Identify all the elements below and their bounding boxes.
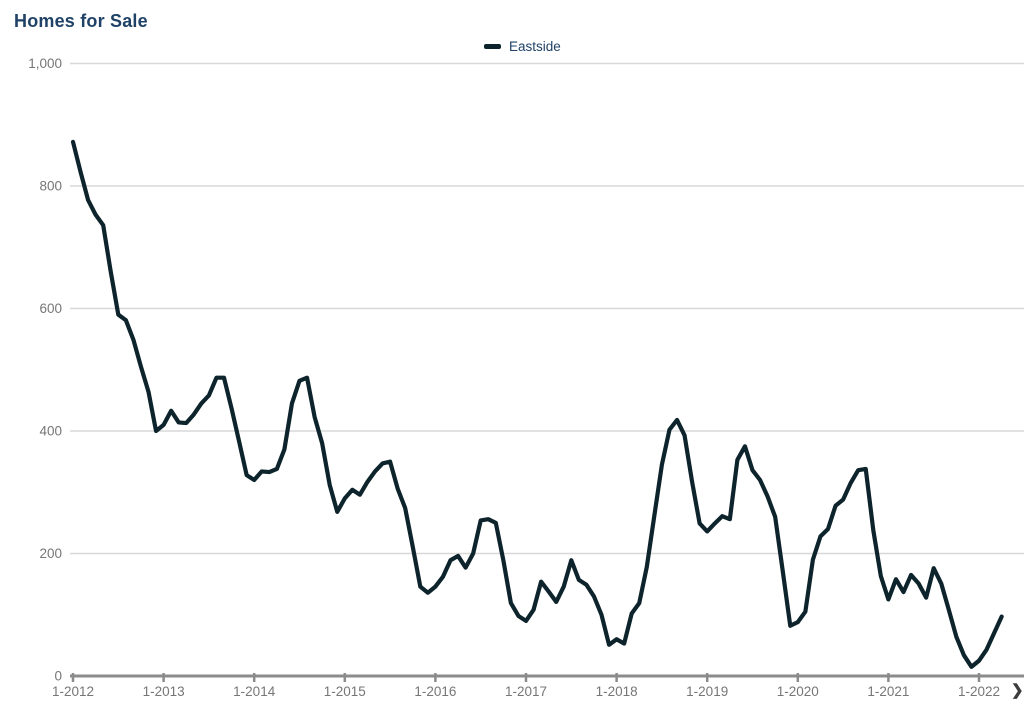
x-tick-label: 1-2018 <box>596 684 638 699</box>
x-tick-label: 1-2019 <box>686 684 728 699</box>
x-tick-label: 1-2016 <box>414 684 456 699</box>
y-tick-label: 600 <box>39 301 62 316</box>
chart-title: Homes for Sale <box>14 11 148 31</box>
x-tick-label: 1-2012 <box>52 684 94 699</box>
y-tick-label: 400 <box>39 424 62 439</box>
x-tick-label: 1-2022 <box>958 684 1000 699</box>
series-line-eastside <box>70 139 1004 669</box>
chevron-right-icon[interactable]: ❯ <box>1011 682 1024 699</box>
legend-line-swatch <box>484 44 501 49</box>
x-tick-label: 1-2017 <box>505 684 547 699</box>
y-tick-label: 0 <box>54 669 62 684</box>
x-tick-label: 1-2015 <box>324 684 366 699</box>
legend-label: Eastside <box>509 39 561 54</box>
y-tick-label: 800 <box>39 179 62 194</box>
x-tick-label: 1-2020 <box>777 684 819 699</box>
legend: Eastside <box>484 39 561 54</box>
x-tick-label: 1-2014 <box>233 684 276 699</box>
y-tick-label: 1,000 <box>28 56 62 71</box>
y-tick-label: 200 <box>39 546 62 561</box>
x-tick-label: 1-2013 <box>143 684 185 699</box>
x-tick-label: 1-2021 <box>867 684 909 699</box>
